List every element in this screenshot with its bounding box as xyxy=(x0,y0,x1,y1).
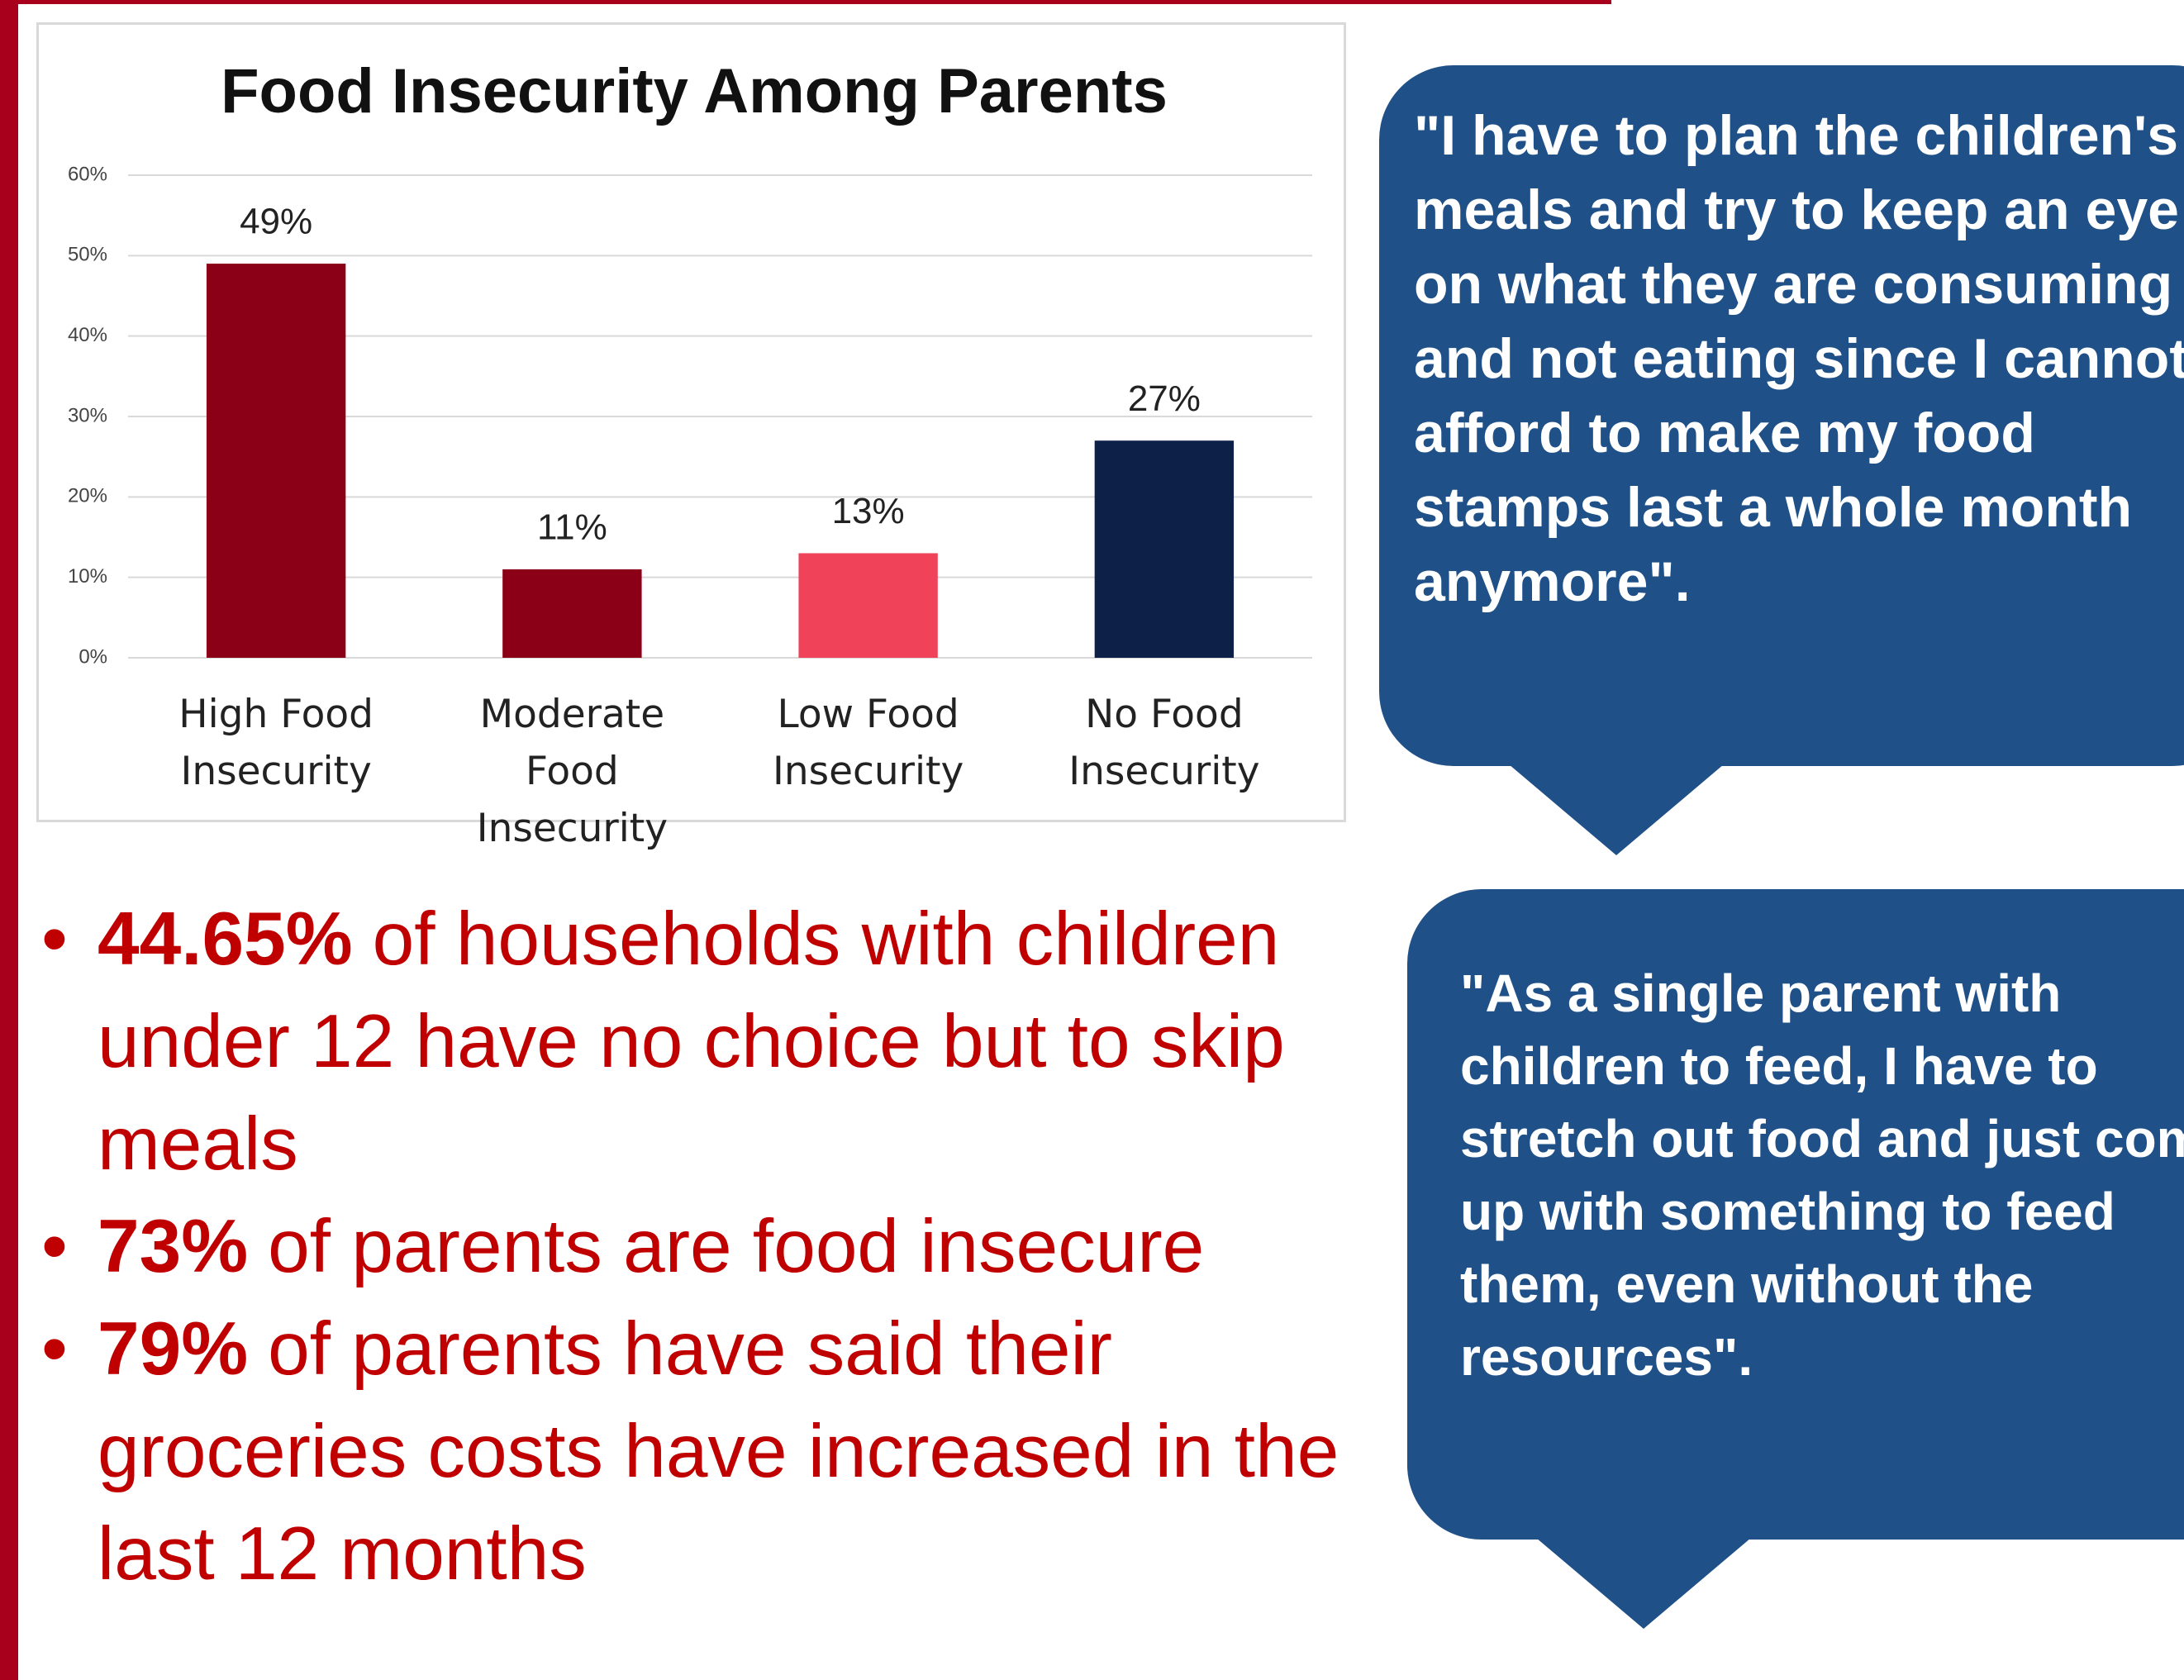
quote-bubble: "I have to plan the children's meals and… xyxy=(1379,65,2184,766)
x-tick-label: Moderate Food Insecurity xyxy=(476,692,669,851)
top-line xyxy=(0,0,1611,4)
bullet: 73%of parents are food insecure xyxy=(41,1196,1413,1298)
bar xyxy=(502,569,642,658)
value-label: 13% xyxy=(832,491,905,531)
y-tick-label: 0% xyxy=(79,645,107,668)
chart: Food Insecurity Among Parents 0% 10% 20% 30… xyxy=(68,56,1312,668)
value-label: 11% xyxy=(537,507,607,548)
y-tick-label: 30% xyxy=(68,404,107,426)
bullet-text: of parents have said their groceries cos… xyxy=(98,1307,1339,1596)
bullet-text: of households with children under 12 hav… xyxy=(98,897,1285,1186)
value-label: 49% xyxy=(240,202,312,242)
bullet-text: of parents are food insecure xyxy=(268,1205,1205,1288)
chart-title: Food Insecurity Among Parents xyxy=(221,56,1168,126)
y-tick-label: 40% xyxy=(68,324,107,346)
y-tick-label: 10% xyxy=(68,565,107,588)
side-strip xyxy=(0,0,18,1680)
x-tick-label: Low Food Insecurity xyxy=(772,692,964,794)
quote-bubble: "As a single parent with children to fee… xyxy=(1407,889,2184,1540)
bullet-highlight: 79% xyxy=(98,1307,249,1391)
bullet-list: 44.65%of households with children under … xyxy=(41,888,1413,1606)
bar xyxy=(206,264,346,658)
bullet: 44.65%of households with children under … xyxy=(41,888,1413,1196)
chart-box: Food Insecurity Among Parents 0% 10% 20% 30… xyxy=(36,22,1346,851)
bullet: 79%of parents have said their groceries … xyxy=(41,1298,1413,1606)
bar xyxy=(798,553,938,658)
bullet-highlight: 73% xyxy=(98,1205,249,1288)
y-tick-label: 50% xyxy=(68,244,107,266)
x-tick-label: No Food Insecurity xyxy=(1068,692,1260,794)
bar xyxy=(1094,440,1235,658)
x-tick-label: High Food Insecurity xyxy=(178,692,374,794)
y-tick-label: 20% xyxy=(68,485,107,507)
bubble-tail xyxy=(1509,764,1724,855)
y-tick-label: 60% xyxy=(68,163,107,185)
bullet-highlight: 44.65% xyxy=(98,897,353,981)
value-label: 27% xyxy=(1128,378,1201,419)
bubble-tail xyxy=(1536,1538,1751,1629)
